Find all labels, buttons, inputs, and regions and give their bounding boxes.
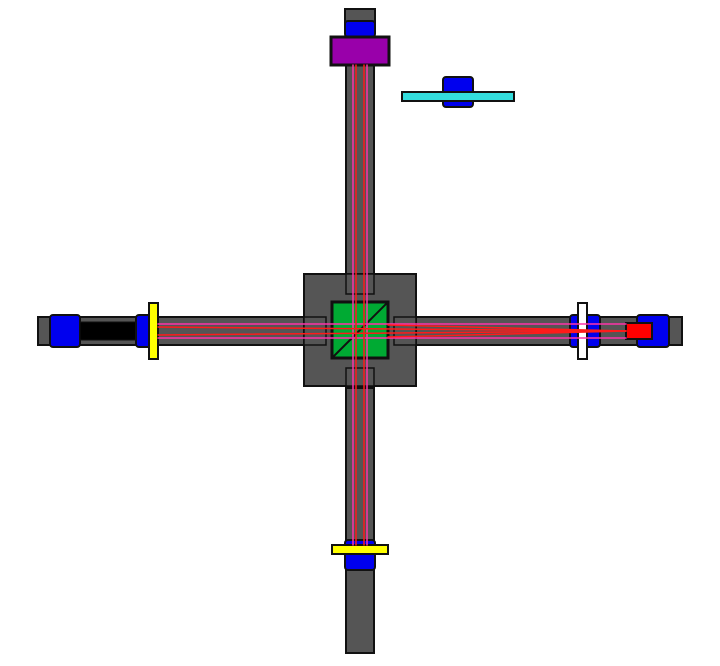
beamsplitter-cube-icon: [330, 300, 390, 360]
purple-optic-block-icon: [329, 35, 391, 67]
bottom-rail-icon: [345, 387, 375, 654]
laser-beam-paths: [157, 64, 627, 546]
black-tube-icon: [79, 321, 137, 341]
cyan-plate-icon: [401, 76, 515, 108]
vertical-rail-top: [345, 59, 375, 276]
laser-source-icon: [625, 322, 653, 340]
yellow-wave-plate-bottom-icon: [331, 544, 389, 555]
top-mirror-mount-icon: [344, 20, 376, 38]
yellow-wave-plate-left-icon: [148, 302, 159, 360]
left-end-mount-icon: [49, 314, 81, 348]
